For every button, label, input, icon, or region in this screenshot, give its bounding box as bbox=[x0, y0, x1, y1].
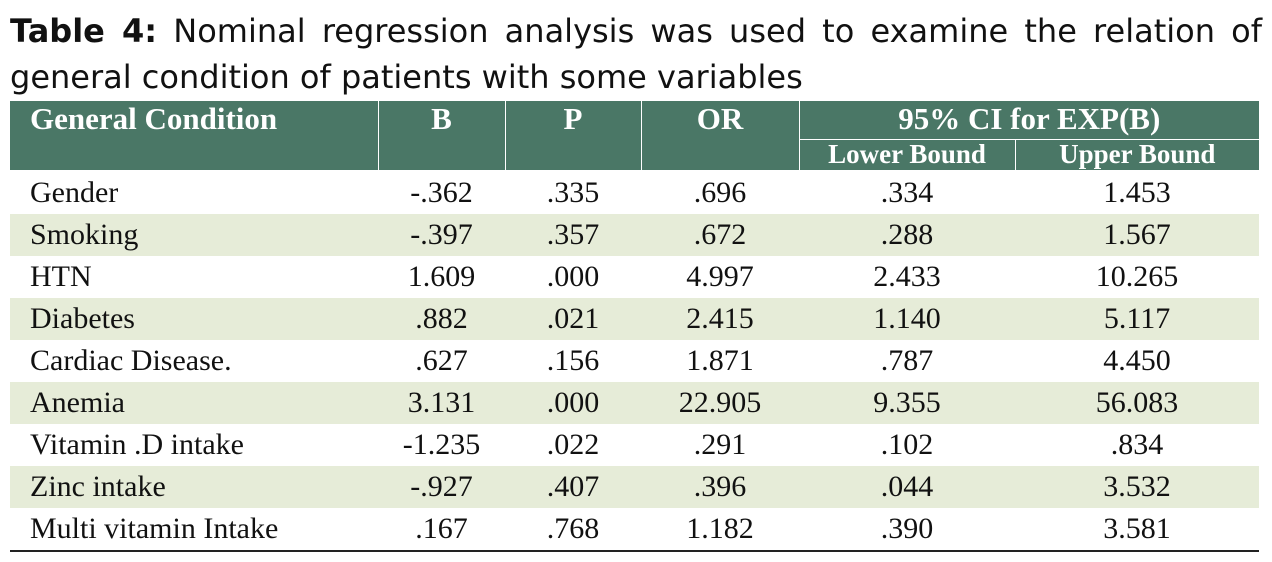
table-caption-text: Nominal regression analysis was used to … bbox=[10, 12, 1263, 96]
cell-variable-name: Diabetes bbox=[10, 298, 378, 340]
table-row: Multi vitamin Intake .167.768 1.182.390 3.5… bbox=[10, 508, 1260, 552]
cell-upper-bound: 10.265 bbox=[1095, 260, 1179, 293]
table-caption-label: Table 4: bbox=[10, 12, 158, 50]
cell-p: .000 bbox=[505, 382, 641, 424]
table-row: Cardiac Disease. .627 .156 1.871 .787 4.450 bbox=[10, 340, 1259, 382]
cell-b: 3.131 bbox=[378, 382, 505, 424]
header-lower-bound: Lower Bound bbox=[799, 139, 1016, 170]
table-row: Smoking -.397.357.672.288 1.567 bbox=[10, 214, 1260, 256]
cell-b: -.927 bbox=[378, 466, 505, 508]
cell-upper-bound: 1.567 bbox=[1015, 214, 1260, 256]
cell-lower-bound: 1.140 bbox=[799, 298, 1015, 340]
cell-p: .768 bbox=[505, 508, 641, 552]
cell-or: .396 bbox=[641, 466, 799, 508]
cell-p: .407 bbox=[505, 466, 641, 508]
header-ci: 95% CI for EXP(B) bbox=[799, 101, 1260, 140]
cell-or: 2.415 bbox=[641, 298, 799, 340]
table-body: Gender -.362 .335 .696 .334 1.453 Smoking -.397… bbox=[10, 170, 1260, 552]
cell-lower-bound: .044 bbox=[799, 466, 1015, 508]
header-general-condition: General Condition bbox=[10, 101, 379, 170]
regression-table-container: General Condition B P OR 95% CI for EXP(… bbox=[10, 101, 1260, 552]
cell-upper-bound: 3.581 bbox=[1015, 508, 1260, 552]
cell-p: .335 bbox=[546, 176, 600, 209]
cell-lower-bound: .787 bbox=[880, 344, 934, 377]
cell-upper-bound: 3.532 bbox=[1015, 466, 1260, 508]
cell-or: .696 bbox=[693, 176, 747, 209]
cell-or: .291 bbox=[693, 428, 747, 461]
cell-variable-name: Anemia bbox=[10, 382, 378, 424]
cell-b: .167 bbox=[378, 508, 505, 552]
table-caption: Table 4: Nominal regression analysis was… bbox=[10, 8, 1262, 100]
cell-lower-bound: .288 bbox=[799, 214, 1015, 256]
cell-upper-bound: 56.083 bbox=[1015, 382, 1260, 424]
cell-lower-bound: .102 bbox=[880, 428, 934, 461]
table-row: Zinc intake -.927.407.396.044 3.532 bbox=[10, 466, 1260, 508]
cell-variable-name: Smoking bbox=[10, 214, 378, 256]
cell-lower-bound: .390 bbox=[799, 508, 1015, 552]
cell-variable-name: HTN bbox=[30, 260, 92, 293]
header-or: OR bbox=[641, 101, 800, 170]
cell-or: 4.997 bbox=[686, 260, 754, 293]
cell-lower-bound: .334 bbox=[880, 176, 934, 209]
cell-or: 1.871 bbox=[686, 344, 754, 377]
header-p: P bbox=[505, 101, 642, 170]
regression-table: General Condition B P OR 95% CI for EXP(… bbox=[10, 101, 1260, 552]
cell-variable-name: Gender bbox=[30, 176, 119, 209]
cell-variable-name: Multi vitamin Intake bbox=[10, 508, 378, 552]
cell-or: 1.182 bbox=[641, 508, 799, 552]
cell-variable-name: Vitamin .D intake bbox=[30, 428, 244, 461]
cell-b: -.362 bbox=[410, 176, 473, 209]
table-row: HTN 1.609 .000 4.997 2.433 10.265 bbox=[10, 256, 1259, 298]
table-row: Anemia 3.131.000 22.905 9.355 56.083 bbox=[10, 382, 1260, 424]
cell-upper-bound: .834 bbox=[1110, 428, 1164, 461]
cell-p: .156 bbox=[546, 344, 600, 377]
cell-b: 1.609 bbox=[407, 260, 476, 293]
header-b: B bbox=[378, 101, 506, 170]
table-row: Gender -.362 .335 .696 .334 1.453 bbox=[10, 170, 1259, 214]
cell-p: .000 bbox=[546, 260, 600, 293]
table-row: Diabetes .882.021 2.415 1.140 5.117 bbox=[10, 298, 1260, 340]
cell-or: .672 bbox=[641, 214, 799, 256]
cell-or: 22.905 bbox=[641, 382, 799, 424]
cell-lower-bound: 9.355 bbox=[799, 382, 1015, 424]
cell-b: .882 bbox=[378, 298, 505, 340]
table-row: Vitamin .D intake -1.235 .022 .291 .102 .834 bbox=[10, 424, 1259, 466]
cell-upper-bound: 5.117 bbox=[1015, 298, 1260, 340]
cell-b: -1.235 bbox=[402, 428, 481, 461]
cell-b: -.397 bbox=[378, 214, 505, 256]
cell-p: .021 bbox=[505, 298, 641, 340]
cell-p: .357 bbox=[505, 214, 641, 256]
cell-b: .627 bbox=[415, 344, 468, 377]
cell-p: .022 bbox=[546, 428, 600, 461]
header-upper-bound: Upper Bound bbox=[1015, 139, 1260, 170]
cell-upper-bound: 1.453 bbox=[1103, 176, 1171, 209]
cell-variable-name: Zinc intake bbox=[10, 466, 378, 508]
cell-lower-bound: 2.433 bbox=[873, 260, 941, 293]
table-header: General Condition B P OR 95% CI for EXP(… bbox=[10, 101, 1260, 170]
cell-upper-bound: 4.450 bbox=[1103, 344, 1171, 377]
cell-variable-name: Cardiac Disease. bbox=[30, 344, 232, 377]
